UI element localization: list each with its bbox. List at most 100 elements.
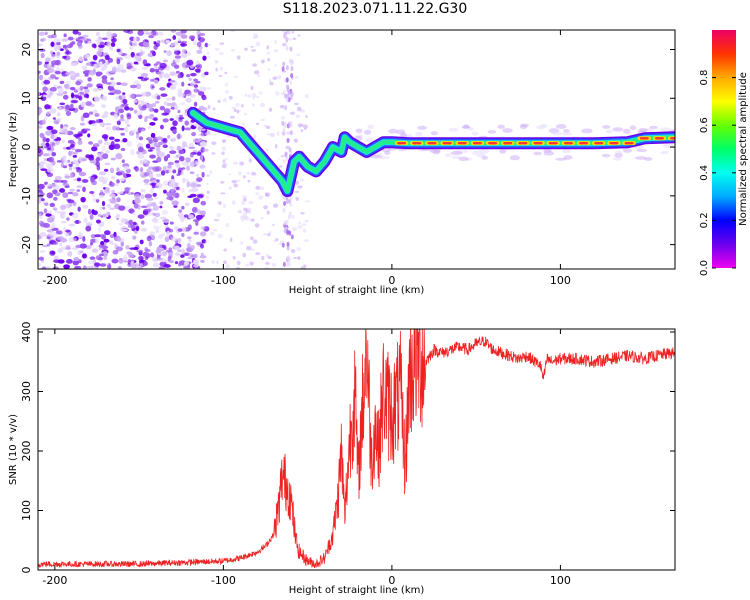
noise-speckle [184,144,189,148]
noise-speckle [444,153,452,157]
noise-speckle [291,30,295,34]
noise-speckle [254,70,260,75]
noise-speckle [156,40,161,44]
noise-speckle [50,250,56,255]
noise-speckle [63,83,69,89]
noise-speckle [104,162,111,166]
noise-speckle [286,255,290,261]
y-axis-label: Frequency (Hz) [8,112,19,188]
noise-speckle [88,141,94,145]
noise-speckle [168,181,176,188]
noise-speckle [46,67,55,74]
noise-speckle [276,131,280,136]
noise-speckle [211,152,216,155]
noise-speckle [123,254,128,260]
colorbar [712,30,736,268]
noise-speckle [144,255,149,260]
noise-speckle [199,38,205,43]
noise-speckle [185,90,192,97]
noise-speckle [152,262,159,268]
noise-speckle [116,82,122,86]
noise-speckle [39,220,44,226]
noise-speckle [44,57,51,63]
noise-speckle [296,53,301,57]
noise-speckle [123,165,130,170]
noise-speckle [177,109,181,114]
noise-speckle [263,205,268,210]
noise-speckle [159,74,163,79]
noise-speckle [162,138,167,142]
noise-speckle [190,72,197,77]
noise-speckle [181,161,189,166]
noise-speckle [59,80,65,85]
noise-speckle [112,249,119,255]
noise-speckle [223,260,227,265]
noise-speckle [629,125,637,131]
noise-speckle [290,72,294,78]
noise-speckle [106,203,112,209]
noise-speckle [49,50,53,55]
noise-speckle [146,203,152,208]
x-tick-label: -100 [211,574,236,587]
noise-speckle [103,238,110,243]
noise-speckle [169,146,175,151]
noise-speckle [54,76,59,80]
noise-speckle [82,112,90,119]
noise-speckle [622,128,631,134]
noise-speckle [106,41,111,47]
noise-speckle [92,210,98,216]
noise-speckle [62,44,68,49]
noise-speckle [222,159,226,164]
noise-speckle [72,155,78,158]
noise-speckle [85,225,92,232]
noise-speckle [56,112,61,117]
noise-speckle [48,226,55,230]
noise-speckle [58,230,63,235]
noise-speckle [153,225,160,230]
noise-speckle [49,202,56,208]
noise-speckle [44,31,48,36]
noise-speckle [82,186,86,193]
noise-speckle [303,239,309,242]
noise-speckle [40,168,48,171]
noise-speckle [96,40,100,47]
noise-speckle [193,88,199,93]
noise-speckle [135,225,140,232]
noise-speckle [40,142,46,148]
noise-speckle [189,153,194,158]
noise-speckle [305,200,310,203]
noise-speckle [103,142,111,146]
noise-speckle [244,112,248,116]
noise-speckle [86,265,94,269]
noise-speckle [38,70,42,74]
noise-speckle [118,258,124,264]
noise-speckle [153,63,158,66]
noise-speckle [95,157,100,163]
noise-speckle [305,115,308,118]
noise-speckle [38,234,42,240]
noise-speckle [417,125,428,130]
noise-speckle [247,94,252,98]
noise-speckle [120,147,126,152]
noise-speckle [137,146,144,153]
noise-speckle [219,42,225,45]
noise-speckle [174,105,179,110]
noise-speckle [99,263,107,267]
noise-speckle [284,33,288,39]
noise-speckle [206,190,210,194]
noise-speckle [122,137,128,143]
noise-speckle [123,30,131,33]
noise-speckle [64,50,72,55]
noise-speckle [248,158,252,163]
noise-speckle [148,107,153,113]
noise-speckle [267,67,271,72]
noise-speckle [60,220,67,224]
noise-speckle [285,145,290,149]
noise-speckle [236,260,241,266]
noise-speckle [200,252,205,256]
noise-speckle [45,266,51,269]
noise-speckle [131,40,138,47]
noise-speckle [188,189,194,193]
figure-title: S118.2023.071.11.22.G30 [282,1,468,17]
noise-speckle [304,127,307,130]
